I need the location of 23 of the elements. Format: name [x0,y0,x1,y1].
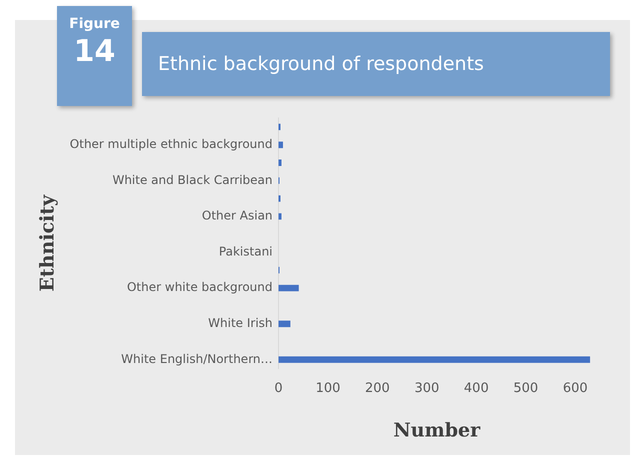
chart-title: Ethnic background of respondents [142,32,610,96]
y-tick-label: White Irish [208,316,273,330]
bar [278,142,283,148]
bar [278,356,590,363]
x-tick-label: 200 [365,380,390,396]
x-axis-title: Number [393,420,482,442]
y-tick-label: Other white background [126,280,273,294]
y-tick-label: White and Black Carribean [112,172,273,187]
y-axis-title: Ethnicity [36,194,58,292]
x-tick-label: 400 [464,380,489,396]
y-tick-label: Pakistani [218,244,273,258]
x-tick-label: 500 [513,380,538,396]
y-tick-label: White English/Northern… [121,352,273,366]
x-tick-label: 300 [414,380,440,396]
y-tick-label: Other multiple ethnic background [70,136,273,151]
x-tick-label: 600 [562,380,588,396]
bar [278,284,299,292]
y-tick-label: Other Asian [202,208,273,223]
x-tick-label: 100 [316,380,340,396]
text: 14 [72,34,116,69]
text: Figure [68,16,121,32]
x-tick-label: 0 [274,380,283,396]
bar [278,320,290,328]
